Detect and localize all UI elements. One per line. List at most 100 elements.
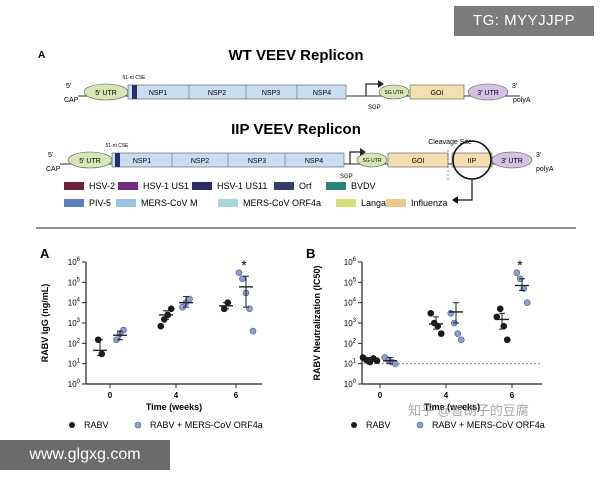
legend-label-rabv: RABV [366,420,391,430]
wt-3prime: 3' [512,83,517,90]
data-point-rabv-mers-cov-orf4a [513,269,521,276]
wt-cse-mark [132,85,137,99]
iip-5prime: 5' [48,152,53,159]
legend-label-5: PIV-5 [89,198,111,208]
wt-utr3-label: 3' UTR [477,90,499,97]
legend-label-rabv: RABV [84,420,109,430]
significance-star: * [241,257,247,273]
chart-panel-a: A 100 101 102 103 104 105 106 0 4 6 Time (weeks) RAB… [40,246,263,430]
legend-swatch-0 [64,182,84,190]
wt-sgp-arrow [365,83,378,96]
data-point-rabv-mers-cov-orf4a [447,309,455,317]
iip-nsp4: NSP4 [305,158,323,165]
legend-label-8: Langat [361,198,389,208]
iip-polya: polyA [536,166,554,173]
data-point-rabv-mers-cov-orf4a [454,330,462,337]
data-point-rabv-mers-cov-orf4a [235,269,243,276]
legend-label-1: HSV-1 US1 [143,181,189,191]
legend-label-7: MERS-CoV ORF4a [243,198,321,208]
legend-swatch-6 [116,199,136,207]
y-tick-label: 100 [344,379,357,389]
iip-cse-mark [115,153,120,167]
y-tick-label: 102 [344,338,357,348]
y-tick-label: 104 [68,298,81,308]
significance-star: * [517,257,523,273]
wt-nsp-block [127,84,347,100]
legend-swatch-3 [274,182,294,190]
wt-5prime: 5' [66,83,71,90]
y-tick-label: 103 [344,318,357,328]
legend-swatch-1 [118,182,138,190]
cleavage-label: Cleavage Site [428,139,472,146]
x-axis-label: Time (weeks) [424,402,480,412]
x-axis-label: Time (weeks) [146,402,202,412]
iip-cse-label: 51-nt CSE [105,143,129,149]
y-tick-label: 103 [68,318,81,328]
y-tick-label: 105 [344,277,357,287]
wt-nsp1: NSP1 [149,90,167,97]
construct-legend: HSV-2 HSV-1 US1 HSV-1 US11 Orf BVDV PIV-5 MERS… [64,181,448,208]
iip-utr5-label: 5' UTR [79,158,101,165]
legend-label-orf4a: RABV + MERS-CoV ORF4a [432,420,545,430]
data-point-rabv [437,330,445,337]
y-tick-label: 104 [344,298,357,308]
iip-goi-label: GOI [412,158,425,165]
iip-3prime: 3' [536,152,541,159]
y-tick-label: 101 [68,359,81,369]
data-point-rabv-mers-cov-orf4a [120,326,127,334]
iip-iip-label: IIP [468,158,477,165]
iip-sg-utr-label: SG UTR [363,158,382,164]
data-point-rabv-mers-cov-orf4a [391,360,399,367]
wt-title: WT VEEV Replicon [228,47,363,64]
legend-swatch-2 [192,182,212,190]
legend-label-4: BVDV [351,181,376,191]
data-point-rabv [157,322,165,330]
wt-sg-utr-label: SG UTR [385,90,404,96]
data-point-rabv-mers-cov-orf4a [523,299,531,306]
y-axis-label: RABV IgG (ng/mL) [40,284,50,363]
data-point-rabv-mers-cov-orf4a [457,336,465,344]
y-axis-label: RABV Neutralization (IC50) [312,265,322,380]
wt-goi-label: GOI [431,90,444,97]
legend-marker-orf4a [416,421,424,429]
legend-marker-rabv [69,422,75,428]
iip-callout-arrow [458,179,473,201]
legend-label-6: MERS-CoV M [141,198,198,208]
iip-nsp1: NSP1 [133,158,151,165]
chart-panel-b: B 100 101 102 103 104 105 106 0 4 6 Time (weeks) RAB… [306,246,545,430]
wt-sgp: SGP [368,105,381,111]
wt-sg-utr [378,84,410,100]
data-point-rabv [427,309,435,317]
y-tick-label: 105 [68,277,81,287]
legend-label-3: Orf [299,181,312,191]
iip-utr3-label: 3' UTR [501,158,523,165]
legend-swatch-8 [336,199,356,207]
iip-sgp-arrow [349,151,360,164]
legend-swatch-9 [386,199,406,207]
legend-label-orf4a: RABV + MERS-CoV ORF4a [150,420,263,430]
legend-marker-orf4a [134,421,142,429]
data-point-rabv [167,305,175,313]
wt-nsp2: NSP2 [208,90,226,97]
wt-utr3 [467,83,509,101]
legend-label-9: Influenza [411,198,448,208]
y-tick-label: 106 [344,257,357,267]
iip-sgp: SGP [340,174,353,180]
wt-utr5-label: 5' UTR [95,90,117,97]
legend-swatch-4 [326,182,346,190]
legend-label-2: HSV-1 US11 [217,181,267,191]
x-tick-label: 0 [108,391,113,400]
panel-letter-A: A [40,246,50,261]
x-tick-label: 4 [444,391,449,400]
x-tick-label: 4 [174,391,179,400]
wt-nsp4: NSP4 [313,90,331,97]
wt-polya: polyA [513,97,531,104]
iip-title: IIP VEEV Replicon [231,121,361,138]
watermark-site: www.glgxg.com [0,440,170,470]
x-tick-label: 6 [234,391,239,400]
data-point-rabv [496,305,504,313]
legend-swatch-5 [64,199,84,207]
iip-utr3 [491,151,533,169]
y-tick-label: 100 [68,379,81,389]
